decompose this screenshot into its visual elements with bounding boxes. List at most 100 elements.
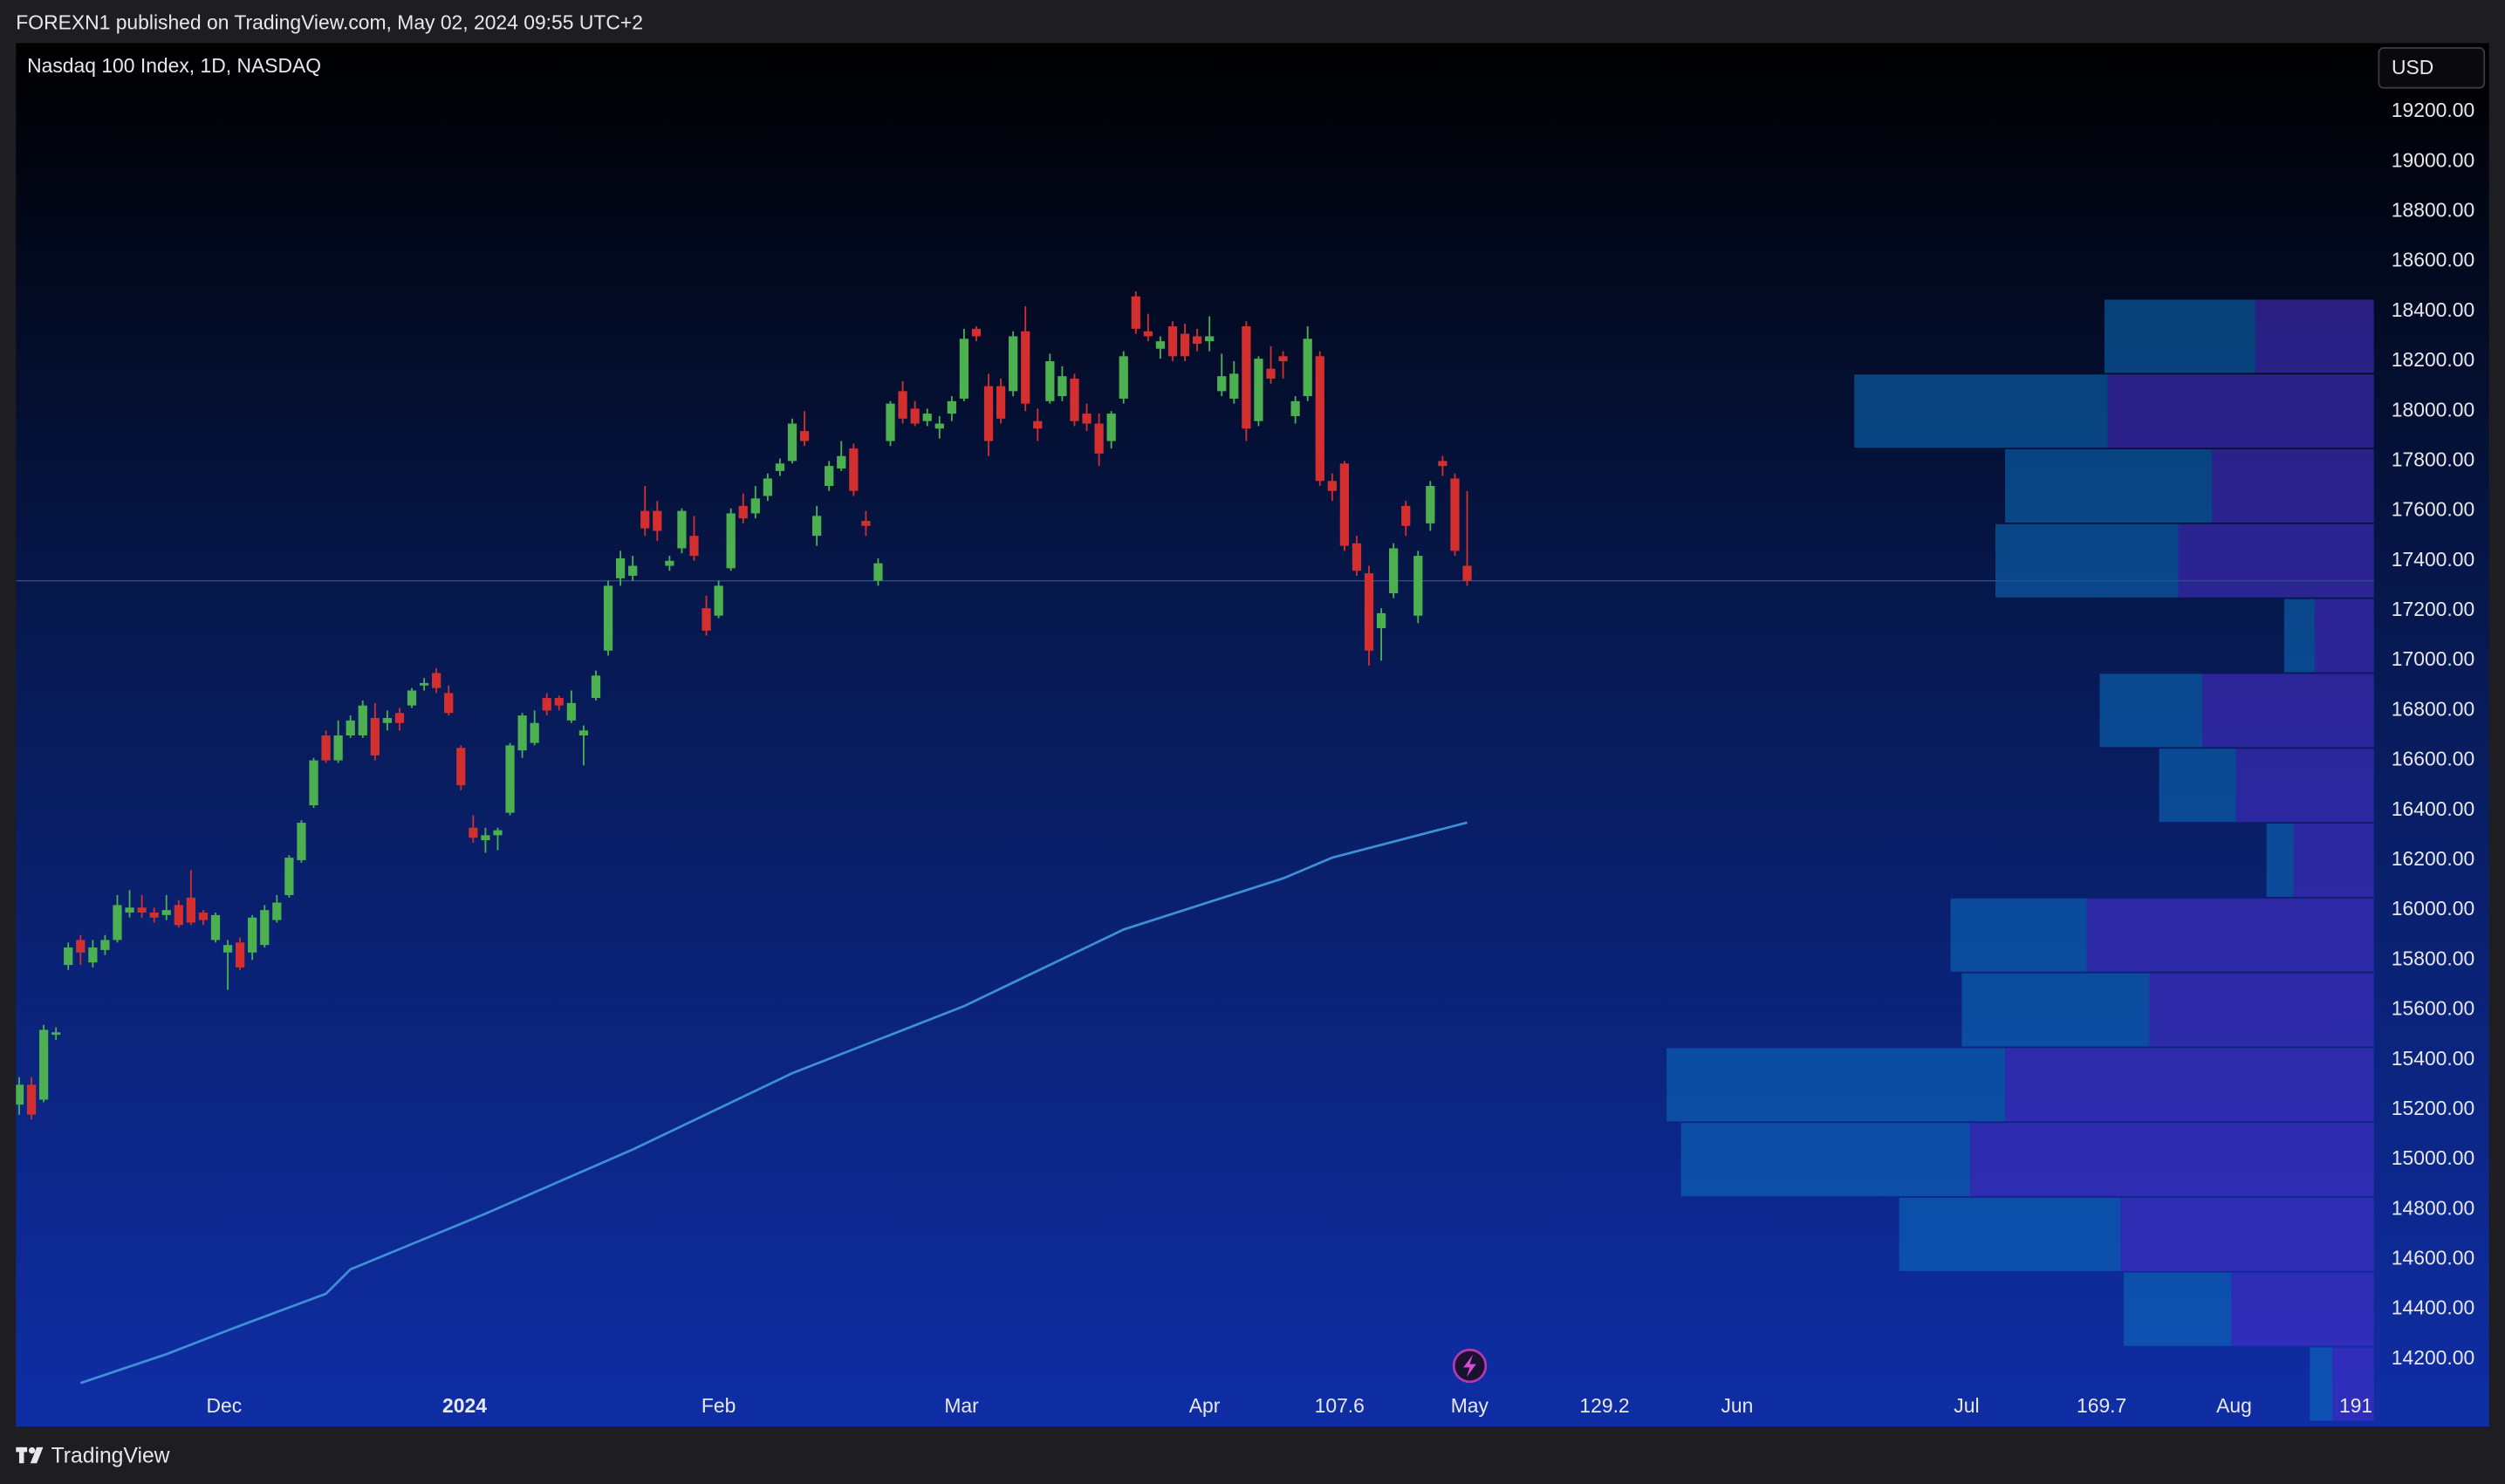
candle-body [1389,548,1399,593]
candle-body [1401,505,1411,526]
y-tick-label: 16800.00 [2392,697,2474,720]
x-tick-label: Aug [2216,1394,2252,1417]
candle-body [1290,400,1300,416]
volume-up [1854,374,2108,448]
candle-body [922,414,932,421]
candle-body [1242,326,1251,429]
candle-body [665,560,674,566]
candle-body [1143,331,1153,337]
candle-body [260,910,270,946]
candle-body [26,1084,37,1115]
volume-up [2104,299,2255,373]
candle-body [1254,359,1263,421]
candle-body [321,735,331,761]
currency-badge[interactable] [2378,47,2486,89]
candle-body [394,713,405,723]
volume-down [2332,1347,2374,1421]
candle-body [64,947,73,966]
candle-body [419,682,429,686]
candle-body [750,498,760,514]
candle-body [1339,463,1350,546]
candle-body [1131,296,1140,329]
y-tick-label: 15600.00 [2392,997,2474,1020]
x-tick-label: Mar [944,1394,979,1417]
volume-down [2120,1197,2374,1271]
candle-body [222,945,233,953]
y-tick-label: 18000.00 [2392,398,2474,421]
volume-down [2086,898,2374,972]
candle-body [714,585,723,616]
candle-body [702,608,711,631]
candle-body [137,907,147,913]
candle-body [198,913,209,920]
candle-body [578,730,589,735]
candle-body [186,897,195,923]
candle-body [934,423,944,429]
candle-body [297,823,306,860]
volume-down [2293,823,2374,897]
y-tick-label: 15000.00 [2392,1146,2474,1169]
x-tick-label: Jun [1721,1394,1753,1417]
volume-down [2212,449,2374,523]
candle-body [358,705,367,735]
currency[interactable]: USD [2392,56,2433,79]
y-tick-label: 17000.00 [2392,647,2474,670]
x-tick-label: 169.7 [2077,1394,2126,1417]
candle-body [591,675,601,699]
y-tick-label: 14400.00 [2392,1296,2474,1319]
candle-body [812,516,822,537]
y-tick-label: 19200.00 [2392,99,2474,121]
volume-down [2231,1272,2374,1346]
candle-body [996,386,1006,419]
candle-body [284,858,294,895]
volume-down [2235,749,2374,823]
volume-down [2005,1048,2374,1122]
candle-body [738,505,748,519]
y-tick-label: 16200.00 [2392,847,2474,870]
candle-body [886,403,895,441]
candle-body [51,1032,61,1036]
candle-body [235,942,245,968]
candle-body [1303,339,1312,397]
candle-body [689,536,699,557]
candle-body [149,913,159,918]
candle-body [1462,565,1472,581]
candle-body [837,455,846,468]
y-tick-label: 17800.00 [2392,448,2474,470]
candle-body [481,835,490,841]
candle-body [959,339,969,399]
plot: Dec 2024 Feb Mar Apr 107.6 May 129.2 Jun Jul 169.7… [16,291,2389,1421]
candle-body [1426,486,1435,523]
volume-down [2149,973,2374,1047]
x-tick-label: 107.6 [1315,1394,1365,1417]
candle-body [346,720,355,735]
candle-body [1364,573,1374,651]
candle-body [1192,336,1202,345]
candle-body [272,902,282,920]
candle-body [1315,356,1324,482]
symbol-title: Nasdaq 100 Index, 1D, NASDAQ [27,54,321,77]
moving-average [79,821,1468,1385]
candle-body [382,717,393,723]
brand-logo [16,1446,44,1464]
candle-body [1450,478,1460,551]
volume-up [1680,1123,1970,1197]
candle-body [983,386,994,441]
candle-body [88,947,98,963]
volume-up [2124,1272,2232,1346]
candle-body [1033,421,1043,429]
candle-body [825,466,834,487]
candle-body [898,391,907,419]
y-tick-label: 15200.00 [2392,1097,2474,1119]
candle-body [1278,356,1288,362]
candle-body [861,521,871,526]
candle-body [113,905,122,940]
candle-body [849,448,859,491]
y-tick-label: 15800.00 [2392,947,2474,969]
x-tick-label: 191.1 [2339,1394,2389,1417]
candle-body [1045,361,1055,401]
volume-up [1995,523,2179,598]
candle-body [1021,331,1030,404]
candle-body [1438,461,1448,467]
x-tick-label: 129.2 [1579,1394,1629,1417]
